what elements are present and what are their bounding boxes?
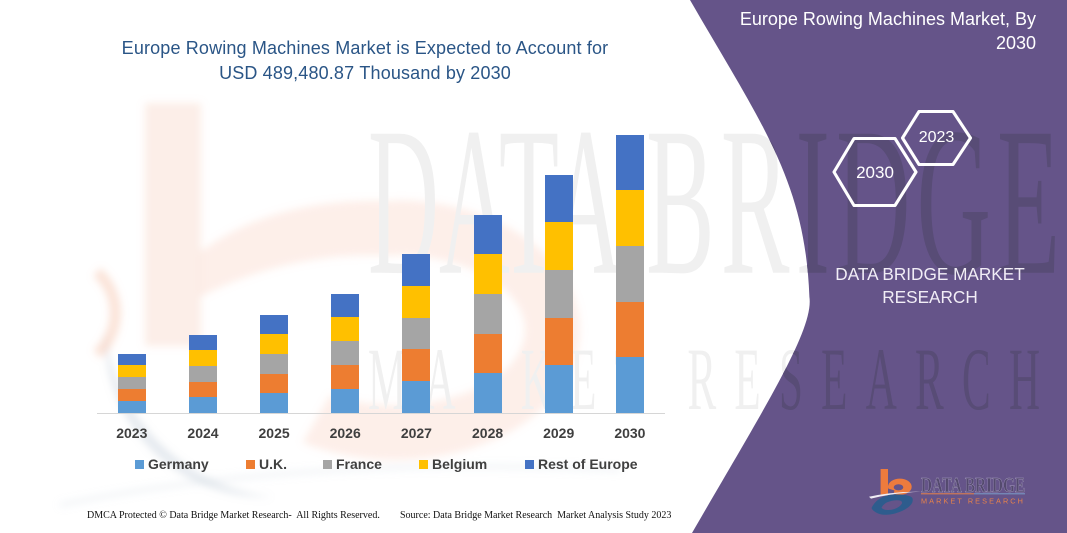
svg-text:DATA BRIDGE: DATA BRIDGE: [921, 473, 1025, 497]
svg-text:MARKET RESEARCH: MARKET RESEARCH: [921, 499, 1025, 506]
